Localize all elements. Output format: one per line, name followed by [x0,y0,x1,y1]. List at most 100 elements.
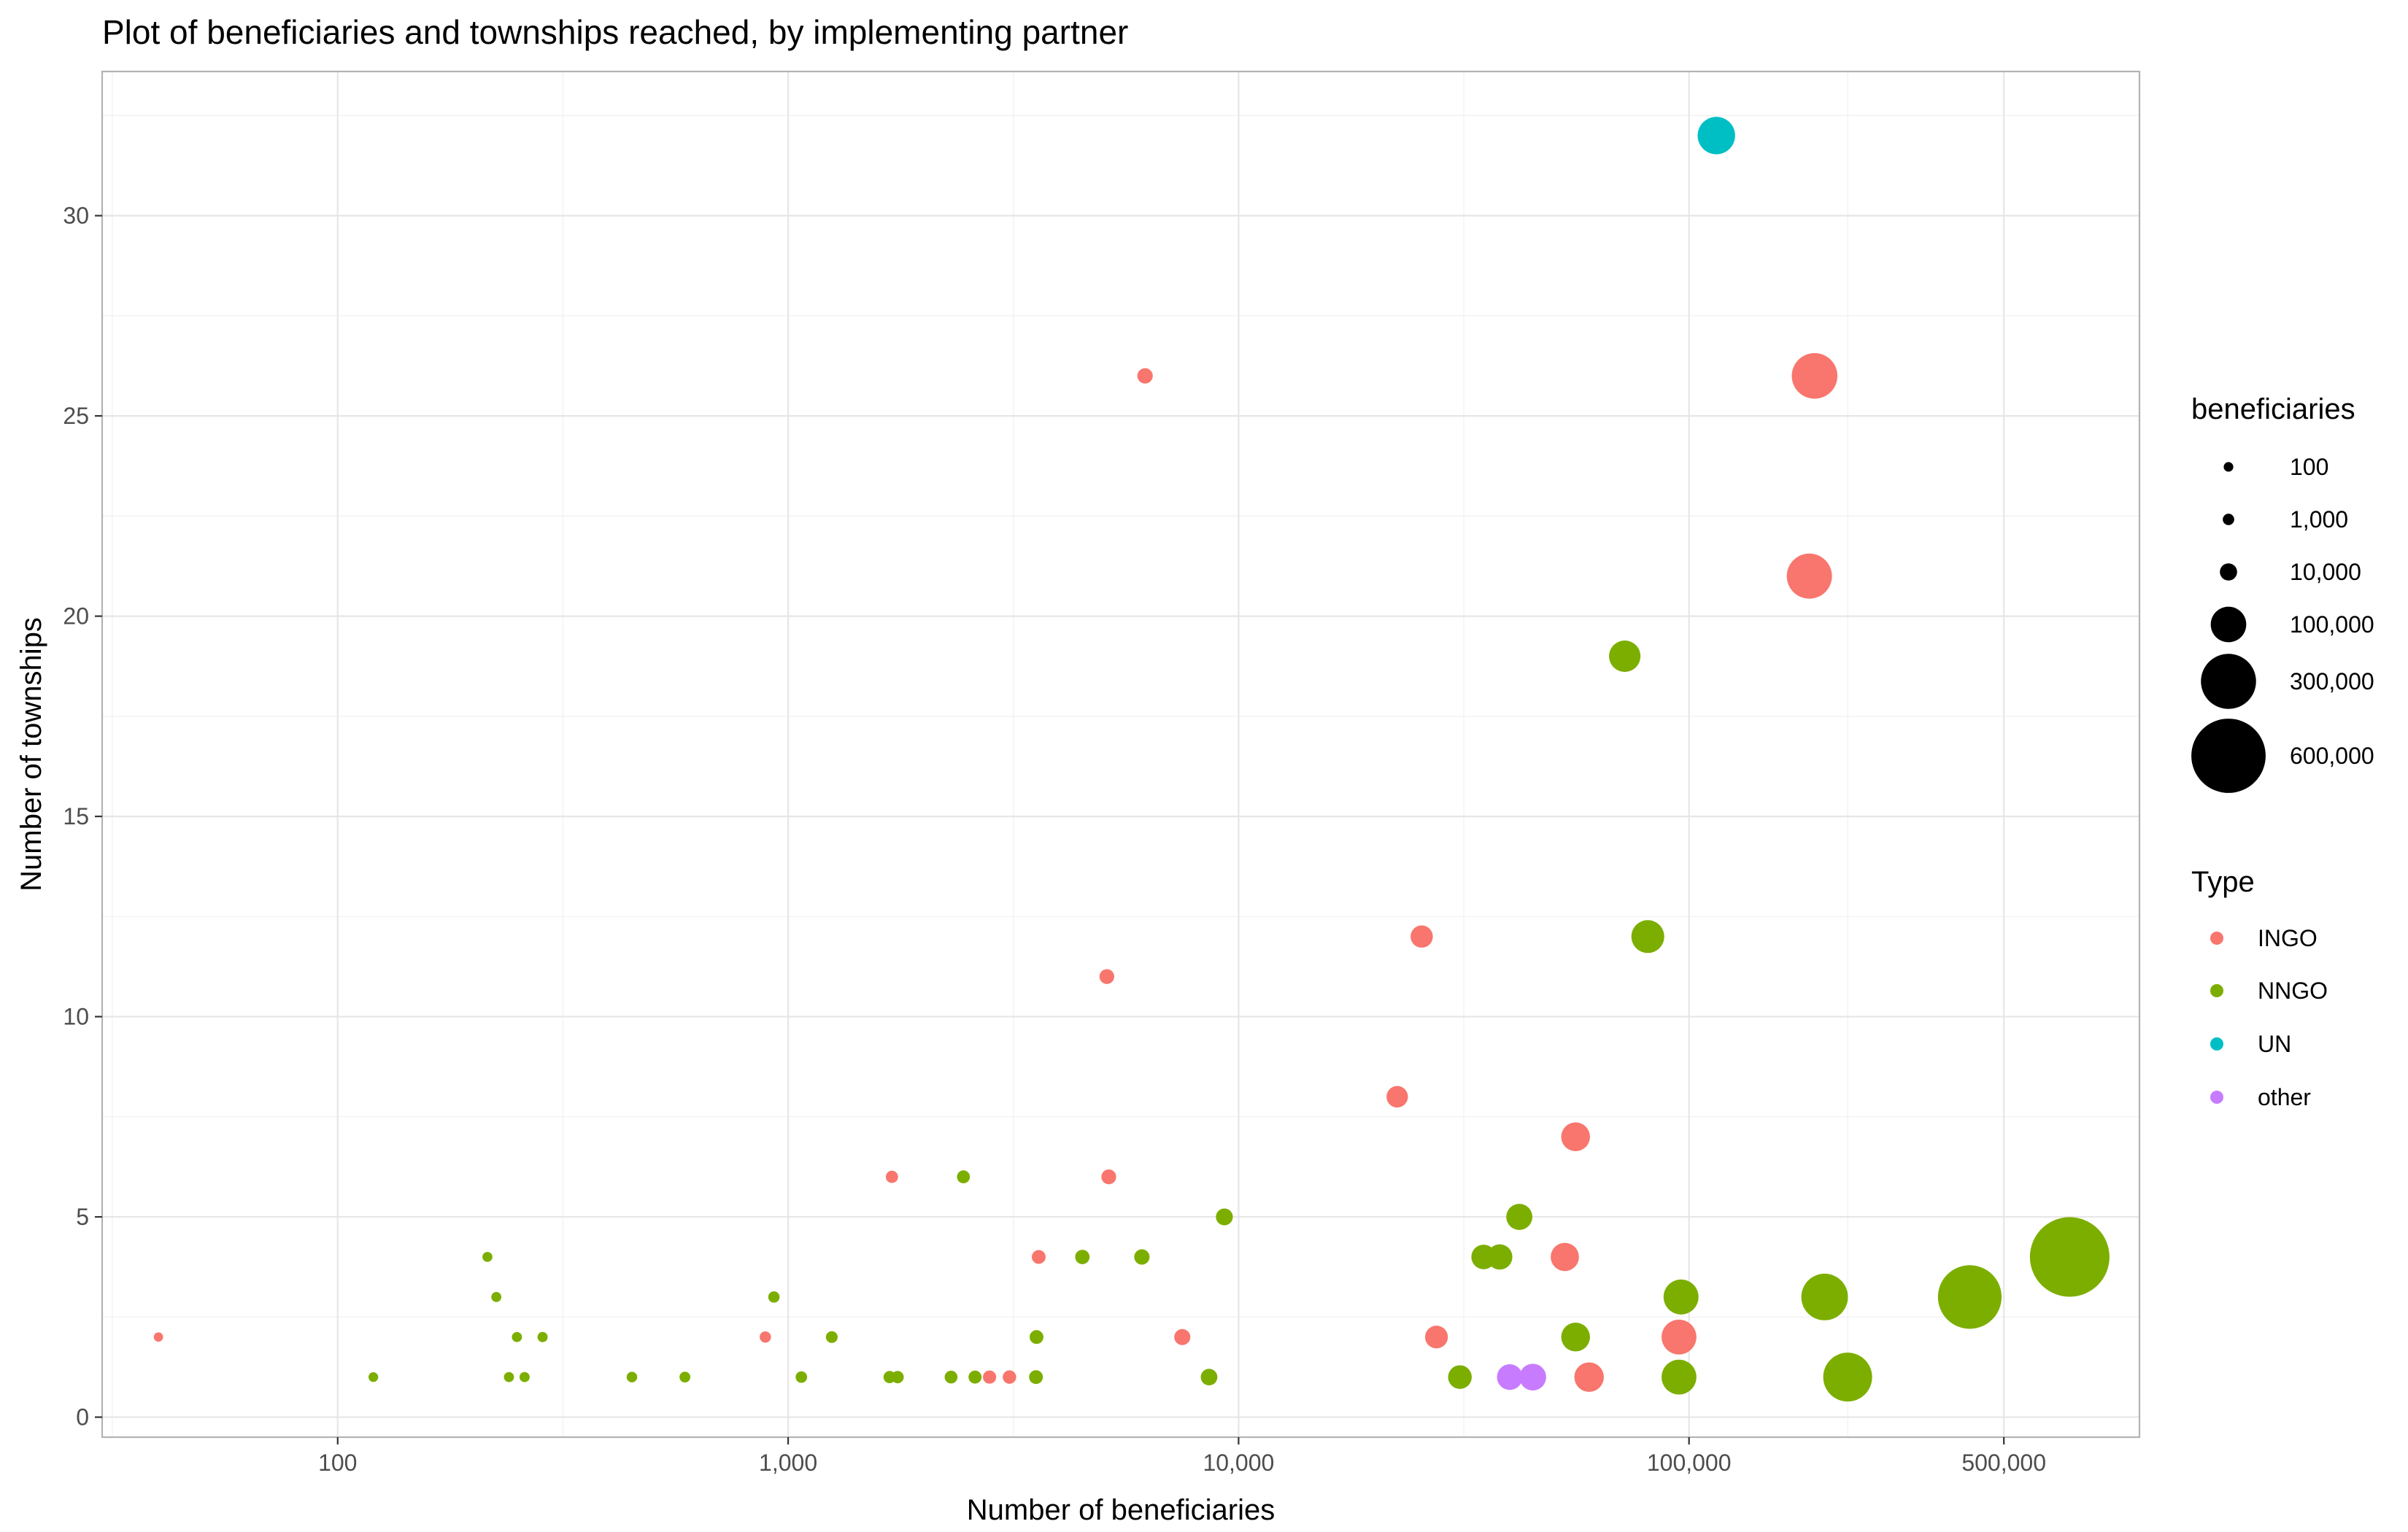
data-point-ingo: INGO: 27500, 2 [1424,1326,1448,1349]
x-tick-label: 100,000 [1647,1450,1732,1476]
y-axis: 0 5 10 15 20 25 30 [63,203,102,1431]
color-legend-key [2210,932,2223,945]
data-point-nngo: NNGO: 2300, 1 [944,1370,958,1384]
data-point-ingo: INGO: 5100, 11 [1099,969,1115,984]
data-point-ingo: INGO: 3100, 1 [1003,1370,1016,1384]
data-point-ingo: INGO: 95000, 2 [1662,1319,1697,1355]
data-point-nngo: NNGO: 31000, 1 [1448,1365,1472,1389]
data-point-ingo: INGO: 2800, 1 [983,1370,997,1384]
chart-title: Plot of beneficiaries and townships reac… [102,13,1128,51]
major-gridlines [102,71,2139,1437]
y-tick-label: 15 [63,803,89,829]
data-point-ingo: INGO: 53000, 4 [1551,1242,1579,1272]
size-legend-label: 100,000 [2290,611,2374,638]
data-point-nngo: NNGO: 700000, 4 [2029,1217,2110,1297]
data-point-nngo: NNGO: 240, 1 [503,1372,514,1382]
data-point-nngo: NNGO: 96000, 3 [1663,1279,1699,1315]
data-point-nngo: NNGO: 1250, 2 [825,1331,838,1343]
data-point-other: other: 40000, 1 [1497,1364,1523,1390]
color-legend-title: Type [2191,866,2255,898]
data-point-nngo: NNGO: 4500, 4 [1075,1250,1090,1264]
color-legend-key [2210,1037,2223,1051]
color-legend-label: UN [2258,1031,2291,1057]
y-axis-title: Number of townships [15,617,47,891]
data-point-nngo: NNGO: 285, 2 [537,1331,548,1342]
x-tick-label: 100 [318,1450,357,1476]
x-tick-label: 10,000 [1203,1450,1274,1476]
minor-gridlines [102,71,2139,1437]
data-point-nngo: NNGO: 2600, 1 [968,1370,982,1384]
data-point-nngo: NNGO: 6100, 4 [1134,1249,1150,1265]
plot-panel-background [102,71,2139,1437]
data-point-other: other: 45000, 1 [1519,1363,1546,1390]
data-point-ingo: INGO: 190000, 26 [1791,352,1838,399]
data-point-ingo: INGO: 56000, 7 [1561,1122,1590,1151]
data-point-nngo: NNGO: 9300, 5 [1216,1208,1233,1226]
data-point-ingo: INGO: 22500, 8 [1386,1086,1408,1108]
size-legend: beneficiaries 100 1,000 10,000 100,000 300,0… [2191,393,2374,793]
data-point-nngo: NNGO: 450, 1 [626,1372,638,1382]
y-tick-label: 25 [63,403,89,429]
size-legend-label: 100 [2290,454,2328,480]
color-legend-key [2210,984,2223,997]
data-point-nngo: NNGO: 3560, 2 [1030,1330,1043,1345]
data-point-nngo: NNGO: 930, 3 [768,1291,780,1303]
y-tick-label: 30 [63,203,89,229]
size-legend-label: 600,000 [2290,743,2374,769]
y-tick-label: 0 [76,1404,89,1431]
size-legend-title: beneficiaries [2191,393,2355,425]
data-point-nngo: NNGO: 81000, 12 [1631,920,1664,953]
data-point-ingo: INGO: 1700, 6 [885,1170,898,1183]
data-point-nngo: NNGO: 3550, 1 [1029,1370,1043,1385]
plot-panel-border [101,70,2141,1439]
size-legend-key [2223,462,2234,472]
color-legend-key [2210,1091,2223,1104]
data-point-ingo: INGO: 6200, 26 [1137,368,1153,384]
color-legend: Type INGO NNGO UN other [2191,866,2328,1110]
size-legend-key [2220,563,2237,581]
data-point-nngo: NNGO: 215, 4 [482,1252,493,1262]
data-point-nngo: NNGO: 120, 1 [368,1372,379,1382]
data-point-ingo: INGO: 40, 2 [153,1332,163,1342]
size-legend-label: 10,000 [2290,559,2361,585]
data-point-nngo: NNGO: 95000, 1 [1662,1359,1697,1395]
data-point-ingo: INGO: 25500, 12 [1411,925,1433,948]
data-point-nngo: NNGO: 200000, 3 [1801,1273,1848,1320]
data-point-nngo: NNGO: 72000, 19 [1609,640,1641,673]
data-point-nngo: NNGO: 420000, 3 [1937,1265,2002,1329]
y-tick-label: 10 [63,1004,89,1030]
size-legend-key [2223,514,2234,525]
data-point-un: UN: 115000, 32 [1697,117,1735,155]
x-tick-label: 1,000 [759,1450,817,1476]
data-point-ingo: INGO: 890, 2 [760,1331,771,1343]
data-point-nngo: NNGO: 260, 1 [520,1372,530,1382]
data-point-nngo: NNGO: 225, 3 [491,1291,502,1302]
size-legend-key [2201,654,2256,709]
color-legend-label: NNGO [2258,978,2328,1004]
data-point-nngo: NNGO: 1070, 1 [795,1371,808,1383]
data-point-nngo: NNGO: 225000, 1 [1823,1353,1872,1402]
data-point-nngo: NNGO: 2450, 6 [957,1170,970,1184]
data-point-ingo: INGO: 5150, 6 [1101,1169,1116,1185]
data-point-nngo: NNGO: 56000, 2 [1561,1323,1590,1352]
y-tick-label: 20 [63,603,89,630]
data-point-nngo: NNGO: 1680, 1 [883,1371,896,1384]
data-point-ingo: INGO: 3600, 4 [1032,1250,1046,1264]
data-point-nngo: NNGO: 35000, 4 [1471,1245,1497,1269]
data-point-ingo: INGO: 60000, 1 [1574,1362,1604,1392]
data-point-nngo: NNGO: 8600, 1 [1200,1369,1218,1386]
data-point-ingo: INGO: 185000, 21 [1786,553,1832,599]
x-axis-title: Number of beneficiaries [967,1494,1275,1526]
data-point-ingo: INGO: 7500, 2 [1174,1328,1191,1345]
data-points: NNGO: 700000, 4 NNGO: 420000, 3 NNGO: 2250… [153,117,2110,1402]
data-point-nngo: NNGO: 42000, 5 [1506,1204,1533,1230]
size-legend-key [2210,606,2247,643]
size-legend-key [2191,719,2266,793]
size-legend-label: 300,000 [2290,668,2374,695]
data-point-nngo: NNGO: 590, 1 [679,1372,691,1383]
x-tick-label: 500,000 [1961,1450,2046,1476]
color-legend-label: other [2258,1084,2311,1110]
y-tick-label: 5 [76,1204,89,1230]
color-legend-label: INGO [2258,925,2318,951]
